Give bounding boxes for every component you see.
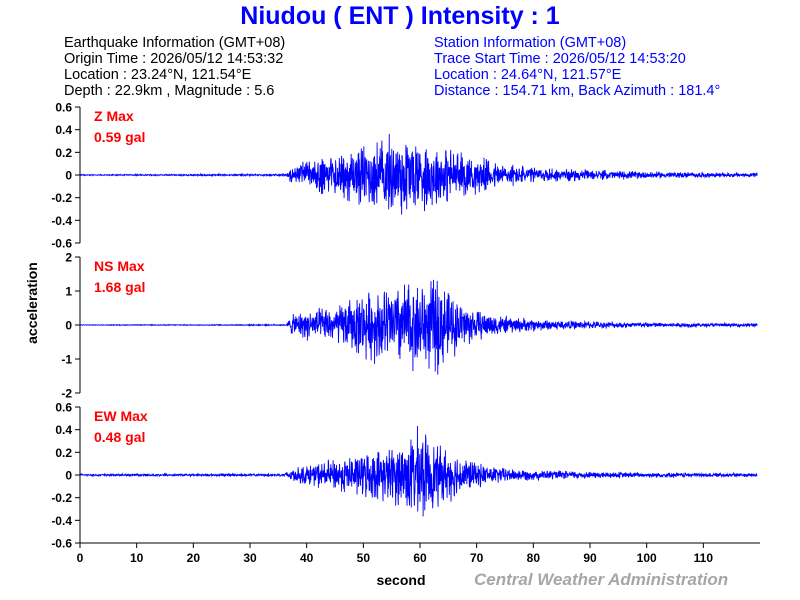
station-location: Location : 24.64°N, 121.57°E bbox=[434, 67, 622, 83]
waveform-ns bbox=[79, 279, 758, 375]
x-tick-label: 20 bbox=[187, 551, 201, 565]
x-tick-label: 50 bbox=[357, 551, 371, 565]
y-tick-label-ew: 0.4 bbox=[55, 423, 72, 437]
y-tick-label-ew: -0.6 bbox=[51, 537, 72, 551]
x-tick-label: 80 bbox=[527, 551, 541, 565]
y-tick-label-ew: -0.2 bbox=[51, 491, 72, 505]
station-info: Station Information (GMT+08) Trace Start… bbox=[434, 35, 720, 99]
y-tick-label-ns: -2 bbox=[61, 387, 72, 401]
y-tick-label-ew: 0.2 bbox=[55, 446, 72, 460]
trace-start-time: Trace Start Time : 2026/05/12 14:53:20 bbox=[434, 51, 686, 67]
x-tick-label: 60 bbox=[413, 551, 427, 565]
max-label-ns: NS Max bbox=[94, 258, 145, 274]
station-distance: Distance : 154.71 km, Back Azimuth : 181… bbox=[434, 83, 721, 99]
waveform-z bbox=[79, 133, 758, 215]
y-tick-label-z: 0 bbox=[65, 169, 72, 183]
origin-time: Origin Time : 2026/05/12 14:53:32 bbox=[64, 51, 284, 67]
y-tick-label-ns: 0 bbox=[65, 319, 72, 333]
agency-credit: Central Weather Administration bbox=[474, 570, 729, 589]
y-tick-label-z: -0.2 bbox=[51, 191, 72, 205]
y-tick-label-ew: 0.6 bbox=[55, 401, 72, 415]
station-info-heading: Station Information (GMT+08) bbox=[434, 35, 627, 51]
x-tick-label: 10 bbox=[130, 551, 144, 565]
earthquake-info-heading: Earthquake Information (GMT+08) bbox=[64, 35, 286, 51]
earthquake-info: Earthquake Information (GMT+08) Origin T… bbox=[64, 35, 285, 99]
max-value-ns: 1.68 gal bbox=[94, 279, 145, 295]
y-tick-label-z: -0.4 bbox=[51, 214, 72, 228]
epicenter-location: Location : 23.24°N, 121.54°E bbox=[64, 67, 252, 83]
y-tick-label-ns: 1 bbox=[65, 285, 72, 299]
x-tick-label: 90 bbox=[583, 551, 597, 565]
max-value-ew: 0.48 gal bbox=[94, 429, 145, 445]
y-tick-label-ew: 0 bbox=[65, 469, 72, 483]
max-label-ew: EW Max bbox=[94, 408, 148, 424]
x-tick-label: 30 bbox=[243, 551, 257, 565]
y-axis-label: acceleration bbox=[24, 262, 40, 344]
y-tick-label-z: -0.6 bbox=[51, 237, 72, 251]
depth-magnitude: Depth : 22.9km , Magnitude : 5.6 bbox=[64, 83, 275, 99]
y-tick-label-ew: -0.4 bbox=[51, 514, 72, 528]
y-tick-label-z: 0.2 bbox=[55, 146, 72, 160]
x-tick-label: 110 bbox=[694, 551, 714, 565]
x-axis-label: second bbox=[376, 572, 425, 588]
waveform-ew bbox=[79, 425, 758, 517]
y-tick-label-z: 0.4 bbox=[55, 123, 72, 137]
y-tick-label-z: 0.6 bbox=[55, 101, 72, 115]
x-tick-label: 100 bbox=[637, 551, 657, 565]
x-tick-label: 0 bbox=[77, 551, 84, 565]
x-tick-label: 70 bbox=[470, 551, 484, 565]
max-value-z: 0.59 gal bbox=[94, 129, 145, 145]
chart-title: Niudou ( ENT ) Intensity : 1 bbox=[240, 2, 560, 30]
x-tick-label: 40 bbox=[300, 551, 314, 565]
max-label-z: Z Max bbox=[94, 108, 134, 124]
y-tick-label-ns: 2 bbox=[65, 251, 72, 265]
y-tick-label-ns: -1 bbox=[61, 353, 72, 367]
